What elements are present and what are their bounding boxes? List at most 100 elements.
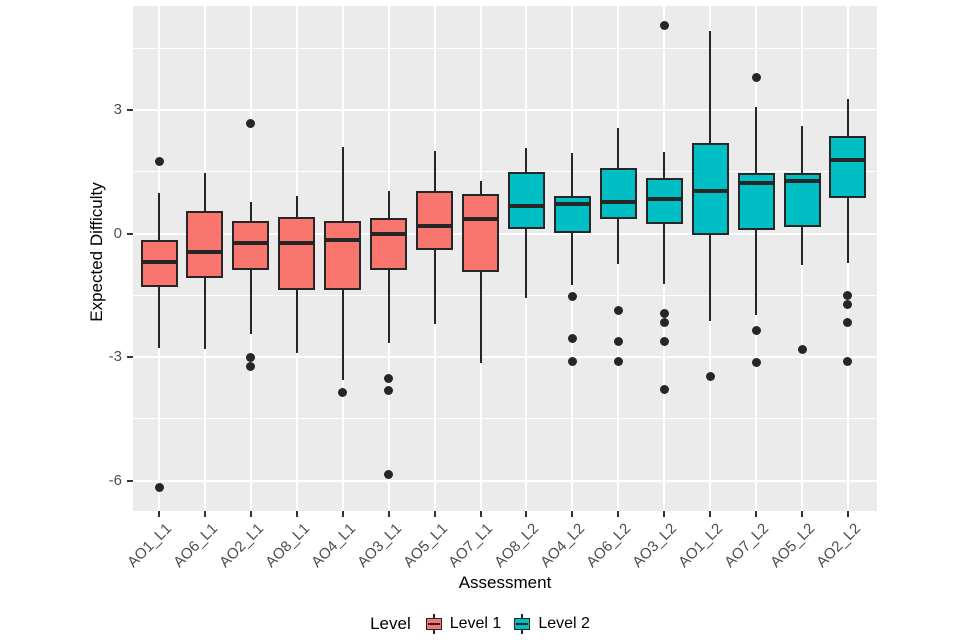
x-tick-label: AO6_L1 <box>170 520 221 571</box>
x-tick-label: AO1_L1 <box>124 520 176 571</box>
y-tick-label: -3 <box>108 348 122 366</box>
outlier-dot <box>613 305 623 315</box>
outlier-dot <box>567 333 577 343</box>
outlier-dot <box>659 318 669 328</box>
outlier-dot <box>843 291 853 301</box>
outlier-dot <box>338 388 348 398</box>
legend-entry: Level 1 <box>425 614 502 634</box>
minor-gridline <box>133 171 877 173</box>
median-line <box>372 231 406 236</box>
x-tick-mark <box>203 511 206 517</box>
y-tick-label: 0 <box>113 224 122 242</box>
outlier-dot <box>659 308 669 318</box>
box-iqr <box>232 221 270 271</box>
outlier-dot <box>246 362 256 372</box>
x-tick-label: AO3_L1 <box>353 520 405 571</box>
x-tick-label: AO8_L1 <box>261 520 313 571</box>
x-tick-label: AO5_L1 <box>399 520 451 571</box>
minor-gridline <box>133 47 877 49</box>
box-iqr <box>186 210 224 278</box>
x-tick-label: AO4_L2 <box>537 520 589 571</box>
median-line <box>831 158 865 163</box>
x-tick-label: AO5_L2 <box>767 520 819 571</box>
box-iqr <box>599 168 637 220</box>
major-gridline <box>133 479 877 482</box>
box-iqr <box>691 142 729 236</box>
outlier-dot <box>154 157 164 167</box>
median-line <box>647 196 681 201</box>
box-iqr <box>462 193 499 272</box>
box-iqr <box>829 136 867 199</box>
outlier-dot <box>384 470 394 480</box>
x-tick-mark <box>525 511 528 517</box>
outlier-dot <box>384 385 394 395</box>
boxplot-key-icon <box>513 614 531 634</box>
box-iqr <box>645 178 683 224</box>
x-tick-mark <box>387 511 390 517</box>
y-tick-label: -6 <box>108 471 122 489</box>
outlier-dot <box>246 119 256 129</box>
x-tick-label: AO4_L1 <box>307 520 359 571</box>
outlier-dot <box>659 337 669 347</box>
outlier-dot <box>843 318 853 328</box>
major-gridline <box>133 108 877 111</box>
x-tick-label: AO6_L2 <box>583 520 635 571</box>
minor-gridline <box>133 418 877 420</box>
outlier-dot <box>751 73 761 83</box>
x-tick-mark <box>755 511 758 517</box>
outlier-dot <box>705 371 715 381</box>
outlier-dot <box>384 374 394 384</box>
major-gridline <box>133 232 877 235</box>
outlier-dot <box>843 357 853 367</box>
x-tick-label: AO3_L2 <box>629 520 681 571</box>
outlier-dot <box>751 326 761 336</box>
boxplot-key-icon <box>425 614 443 634</box>
box-iqr <box>370 218 408 271</box>
y-tick-mark <box>127 232 133 235</box>
box-iqr <box>140 239 178 288</box>
outlier-dot <box>567 292 577 302</box>
plot-panel <box>133 6 877 511</box>
x-tick-label: AO7_L1 <box>445 520 497 571</box>
x-tick-mark <box>479 511 482 517</box>
legend-title: Level <box>370 614 411 633</box>
x-tick-label: AO2_L1 <box>215 520 267 571</box>
box-iqr <box>416 191 454 251</box>
x-tick-label: AO7_L2 <box>721 520 773 571</box>
outlier-dot <box>246 352 256 362</box>
y-tick-mark <box>127 108 133 111</box>
x-tick-mark <box>295 511 298 517</box>
x-tick-mark <box>709 511 712 517</box>
major-gridline <box>133 356 877 359</box>
legend: Level Level 1 Level 2 <box>0 612 960 636</box>
x-tick-mark <box>249 511 252 517</box>
key-median <box>427 623 440 625</box>
x-tick-mark <box>617 511 620 517</box>
y-tick-label: 3 <box>113 100 122 118</box>
y-tick-mark <box>127 356 133 359</box>
median-line <box>509 204 543 209</box>
outlier-dot <box>659 20 669 30</box>
x-axis-title: Assessment <box>458 573 552 592</box>
median-line <box>418 224 452 229</box>
x-tick-label: AO8_L2 <box>491 520 543 571</box>
median-line <box>280 240 314 245</box>
median-line <box>601 200 635 205</box>
legend-entry-label: Level 2 <box>538 615 590 632</box>
outlier-dot <box>567 356 577 366</box>
median-line <box>234 240 268 245</box>
legend-entry: Level 2 <box>513 614 590 634</box>
legend-entry-label: Level 1 <box>449 615 502 632</box>
median-line <box>326 238 360 243</box>
y-tick-mark <box>127 479 133 482</box>
x-tick-mark <box>663 511 666 517</box>
x-tick-mark <box>801 511 804 517</box>
x-tick-label: AO1_L2 <box>675 520 727 571</box>
median-line <box>555 202 589 207</box>
x-tick-mark <box>846 511 849 517</box>
x-tick-mark <box>341 511 344 517</box>
y-axis-title: Expected Difficulty <box>87 182 106 322</box>
x-tick-mark <box>571 511 574 517</box>
median-line <box>785 178 819 183</box>
